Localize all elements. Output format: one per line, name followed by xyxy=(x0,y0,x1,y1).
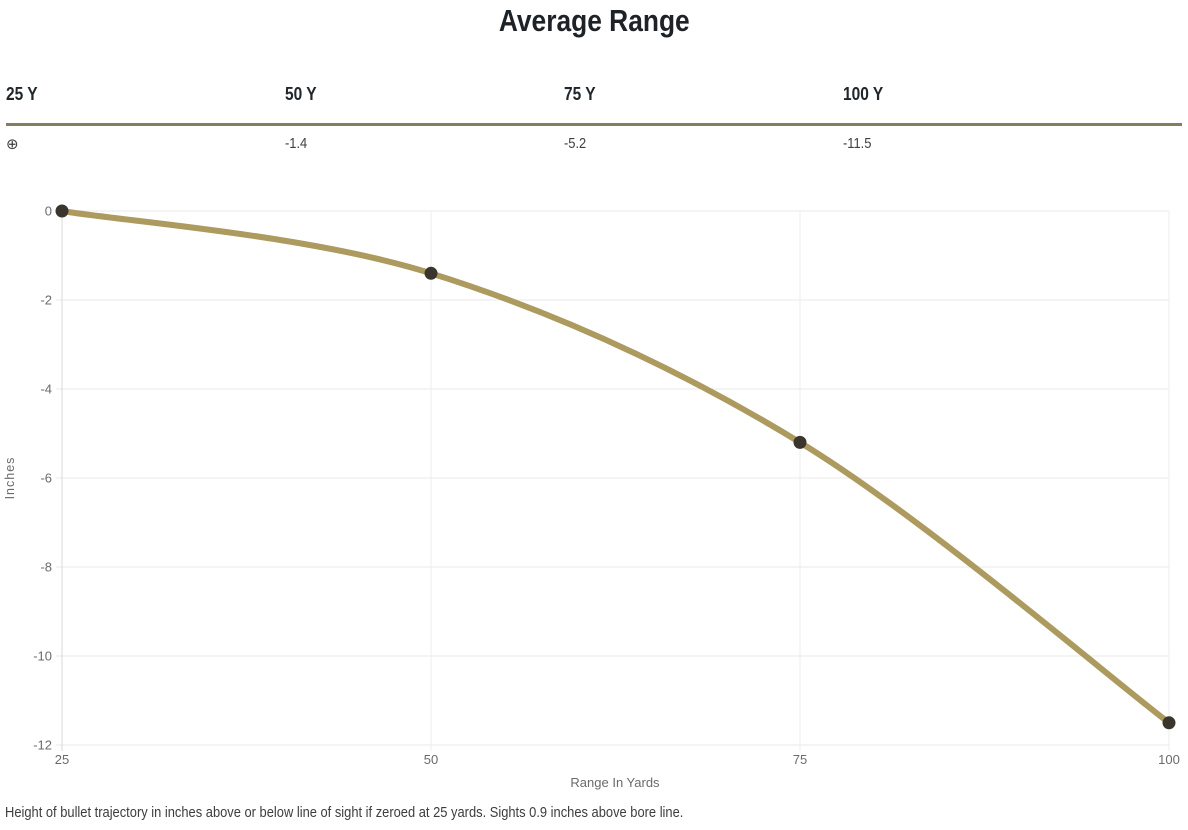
range-header-100y: 100 Y xyxy=(843,84,884,104)
data-point[interactable] xyxy=(1162,716,1176,730)
svg-text:75: 75 xyxy=(793,752,807,767)
svg-text:100: 100 xyxy=(1158,752,1180,767)
svg-text:-8: -8 xyxy=(40,560,52,575)
range-table-value-row: ⊕ -1.4 -5.2 -11.5 xyxy=(6,135,1122,153)
svg-text:-10: -10 xyxy=(33,649,52,664)
chart-gridlines xyxy=(56,210,1170,751)
svg-text:-6: -6 xyxy=(40,471,52,486)
drop-value-100y: -11.5 xyxy=(843,135,872,152)
trajectory-chart: 0 -2 -4 -6 -8 -10 -12 25 50 75 100 Inches Range I… xyxy=(3,204,1180,791)
footer-note: Height of bullet trajectory in inches ab… xyxy=(5,804,684,821)
range-table-header-row: 25 Y 50 Y 75 Y 100 Y xyxy=(6,84,1122,105)
range-header-25y: 25 Y xyxy=(6,84,38,104)
chart-area: 0 -2 -4 -6 -8 -10 -12 25 50 75 100 Inches Range I… xyxy=(0,195,1188,800)
trajectory-line xyxy=(59,208,1172,726)
drop-value-50y: -1.4 xyxy=(285,135,308,152)
svg-text:-2: -2 xyxy=(40,293,52,308)
svg-text:25: 25 xyxy=(55,752,69,767)
zero-symbol: ⊕ xyxy=(6,136,19,153)
range-header-75y: 75 Y xyxy=(564,84,596,104)
drop-value-75y: -5.2 xyxy=(564,135,587,152)
data-points xyxy=(55,204,1176,730)
x-tick-labels: 25 50 75 100 xyxy=(55,752,1180,767)
svg-text:50: 50 xyxy=(424,752,438,767)
data-point[interactable] xyxy=(55,204,69,218)
svg-text:-4: -4 xyxy=(40,382,52,397)
range-header-50y: 50 Y xyxy=(285,84,317,104)
svg-text:-12: -12 xyxy=(33,738,52,753)
page-title: Average Range xyxy=(498,3,690,38)
svg-text:0: 0 xyxy=(45,204,52,219)
data-point[interactable] xyxy=(793,435,807,449)
x-axis-title: Range In Yards xyxy=(570,775,660,790)
table-divider xyxy=(6,123,1182,126)
y-axis-title: Inches xyxy=(3,457,17,500)
y-tick-labels: 0 -2 -4 -6 -8 -10 -12 xyxy=(33,204,52,753)
data-point[interactable] xyxy=(424,266,438,280)
